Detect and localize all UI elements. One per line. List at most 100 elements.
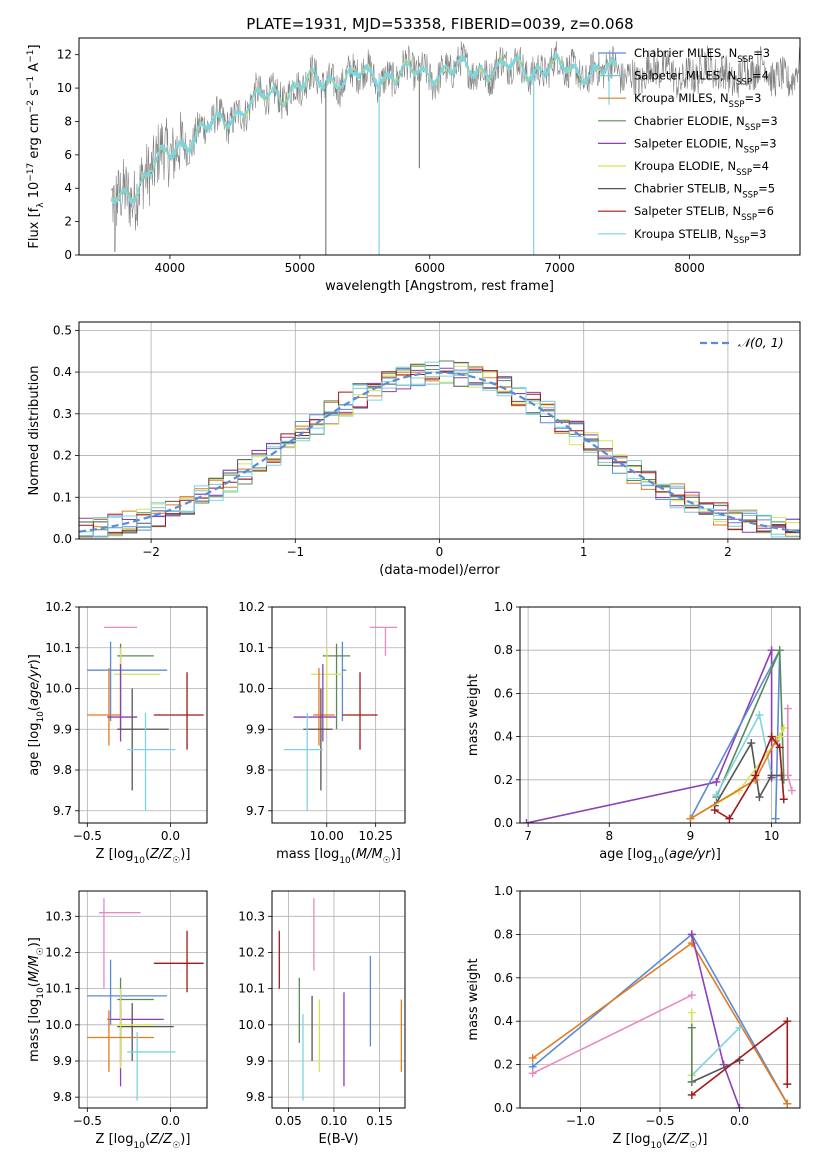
series-marker — [712, 790, 721, 799]
y-tick-label: 0.4 — [494, 1014, 513, 1028]
y-axis-label: mass weight — [466, 674, 481, 756]
series-marker — [775, 646, 784, 655]
series-marker — [687, 1008, 696, 1017]
y-tick-label: 0 — [64, 248, 72, 262]
y-tick-label: 12 — [57, 48, 72, 62]
y-tick-label: 10.0 — [238, 1018, 265, 1032]
plot-area — [528, 930, 792, 1108]
plot-area — [110, 40, 800, 255]
series-marker — [755, 711, 764, 719]
y-tick-label: 1.0 — [494, 600, 513, 614]
legend-label: Chabrier MILES, NSSP=3 — [634, 46, 770, 65]
chart-mass_vs_ebv: 0.05 0.10 0.15 9.8 9.9 10.0 10.1 10.2 10.3 E(B-V) — [238, 890, 406, 1147]
y-tick-label: 10.1 — [238, 982, 265, 996]
axes-frame — [78, 890, 208, 1109]
x-tick-label: 10.00 — [310, 829, 344, 843]
histogram-kroupa-stelib — [79, 361, 800, 538]
y-tick-label: 9.9 — [53, 722, 72, 736]
x-tick-label: −0.5 — [645, 1114, 674, 1128]
y-tick-label: 9.8 — [53, 763, 72, 777]
y-tick-label: 10.0 — [238, 682, 265, 696]
x-tick-label: 0.0 — [730, 1114, 749, 1128]
plot-area — [278, 898, 403, 1101]
legend: 𝒩(0, 1) — [700, 335, 784, 350]
plot-area — [87, 626, 204, 811]
y-tick-label: 0.4 — [494, 730, 513, 744]
x-tick-label: 0.05 — [275, 1114, 302, 1128]
legend-label: Salpeter MILES, NSSP=4 — [634, 69, 769, 88]
plot-area — [87, 898, 204, 1101]
series-marker — [767, 646, 776, 655]
y-tick-label: 8 — [64, 114, 72, 128]
x-tick-label: 5000 — [285, 261, 316, 275]
legend-label: 𝒩(0, 1) — [738, 335, 784, 350]
y-tick-label: 0.2 — [494, 773, 513, 787]
y-tick-label: 10.0 — [45, 682, 72, 696]
series-marker — [783, 1080, 792, 1089]
legend-label: Chabrier ELODIE, NSSP=3 — [634, 114, 778, 133]
series-marker — [687, 1090, 696, 1099]
series-marker — [687, 930, 696, 939]
y-tick-label: 9.8 — [53, 1090, 72, 1104]
y-tick-label: 0.4 — [53, 365, 72, 379]
axes-frame — [519, 606, 801, 824]
x-tick-label: 1 — [580, 545, 588, 559]
series-marker — [735, 1104, 744, 1108]
x-tick-label: 10.25 — [358, 829, 392, 843]
series-marker — [751, 771, 760, 780]
y-tick-label: 9.9 — [53, 1054, 72, 1068]
x-tick-label: 0 — [436, 545, 444, 559]
x-tick-label: −1 — [286, 545, 304, 559]
series-marker — [783, 771, 792, 780]
x-tick-label: 2 — [724, 545, 732, 559]
x-tick-label: −2 — [142, 545, 160, 559]
y-tick-label: 0.6 — [494, 971, 513, 985]
x-tick-label: 8 — [605, 829, 613, 843]
series-marker — [528, 1054, 537, 1063]
series-marker — [710, 806, 719, 815]
y-tick-label: 2 — [64, 215, 72, 229]
y-tick-label: 0.6 — [494, 686, 513, 700]
plot-layer: 4000 5000 6000 7000 8000024681012wavelength … — [26, 37, 801, 1151]
x-axis-label: Z [log10(Z/Z☉)] — [96, 847, 191, 866]
y-tick-label: 9.7 — [246, 804, 265, 818]
x-axis-label: age [log10(age/yr)] — [599, 847, 721, 866]
y-tick-label: 0.3 — [53, 407, 72, 421]
y-tick-label: 6 — [64, 148, 72, 162]
y-axis-label: Flux [fλ 10−17 erg cm−2 s−1 A−1] — [26, 44, 46, 248]
y-tick-label: 0.8 — [494, 927, 513, 941]
series-marker — [712, 777, 721, 786]
x-tick-label: 6000 — [414, 261, 445, 275]
series-marker — [779, 795, 788, 804]
y-tick-label: 4 — [64, 181, 72, 195]
series-line — [691, 1027, 741, 1077]
y-tick-label: 0.0 — [494, 816, 513, 830]
x-tick-label: 8000 — [674, 261, 705, 275]
chart-residuals: −2 −1 0 1 2 0.0 0.1 0.2 0.3 0.4 0.5 (data-model)/er… — [27, 321, 801, 578]
y-tick-label: 9.8 — [246, 763, 265, 777]
chart-age_vs_mass: 10.00 10.25 9.7 9.8 9.9 10.0 10.1 10.2 mass [log… — [238, 600, 406, 866]
x-axis-label: mass [log10(M/M☉)] — [276, 847, 401, 866]
series-marker — [767, 732, 776, 741]
legend: Chabrier MILES, NSSP=3 Salpeter MILES, NS… — [598, 46, 778, 246]
chart-age_vs_Z: −0.5 0.0 9.7 9.8 9.9 10.0 10.1 10.2 Z [log10(Z/Z… — [27, 600, 208, 866]
chart-spectrum: 4000 5000 6000 7000 8000 0 2 4 6 8 10 12 wavelength … — [26, 37, 801, 294]
x-axis-label: Z [log10(Z/Z☉)] — [613, 1132, 708, 1151]
y-tick-label: 9.9 — [246, 1054, 265, 1068]
y-tick-label: 0.1 — [53, 490, 72, 504]
series-marker — [686, 814, 695, 823]
y-axis-label: mass weight — [466, 958, 481, 1040]
y-tick-label: 10.1 — [45, 641, 72, 655]
y-tick-label: 0.0 — [53, 532, 72, 546]
y-tick-label: 10.1 — [45, 982, 72, 996]
chart-weight_vs_age: 7 8 9 10 0.0 0.2 0.4 0.6 0.8 1.0 age [log10(age/yr… — [466, 600, 801, 866]
series-line — [532, 994, 693, 1075]
series-line — [714, 734, 785, 820]
x-tick-label: 0.15 — [366, 1114, 393, 1128]
series-marker — [783, 704, 792, 713]
model-kroupa-stelib — [110, 53, 617, 206]
legend-label: Kroupa STELIB, NSSP=3 — [634, 227, 766, 246]
x-axis-label: wavelength [Angstrom, rest frame] — [325, 279, 554, 294]
y-tick-label: 0.5 — [53, 323, 72, 337]
